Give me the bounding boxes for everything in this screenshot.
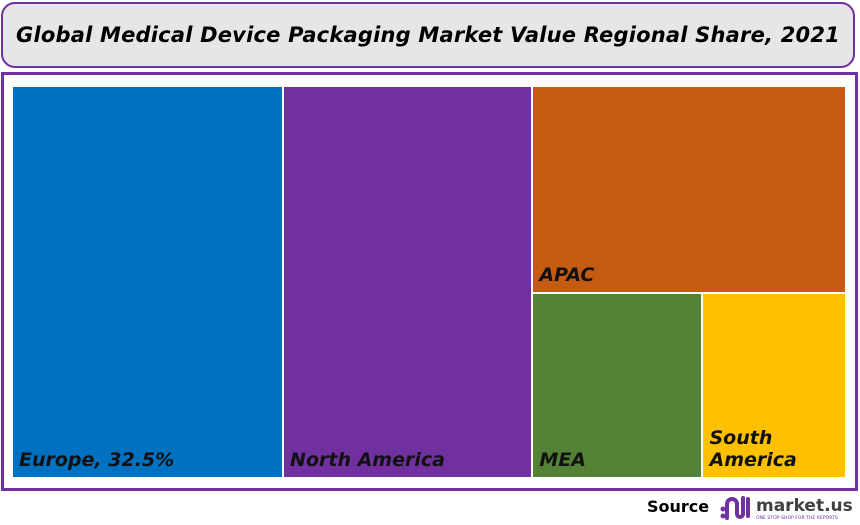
market-us-logo: market.us ONE STOP SHOP FOR THE REPORTS (720, 496, 853, 521)
chart-title: Global Medical Device Packaging Market V… (16, 23, 840, 47)
tile-mea: MEA (532, 293, 703, 478)
source-label: Source (647, 497, 710, 516)
tile-label: Europe, 32.5% (19, 449, 175, 471)
tile-apac: APAC (532, 86, 846, 294)
tile-label: MEA (539, 448, 586, 471)
logo-tagline: ONE STOP SHOP FOR THE REPORTS (756, 515, 838, 521)
logo-text: market.us (756, 496, 853, 516)
tile-north-america: North America (283, 86, 533, 478)
treemap: Europe, 32.5% North America APAC MEA South A… (12, 86, 846, 478)
title-box: Global Medical Device Packaging Market V… (1, 2, 855, 68)
tile-europe: Europe, 32.5% (12, 86, 284, 478)
tile-label: South America (709, 426, 797, 471)
tile-label: North America (290, 449, 445, 471)
tile-south-america: South America (702, 293, 846, 478)
tile-label: APAC (539, 264, 595, 287)
